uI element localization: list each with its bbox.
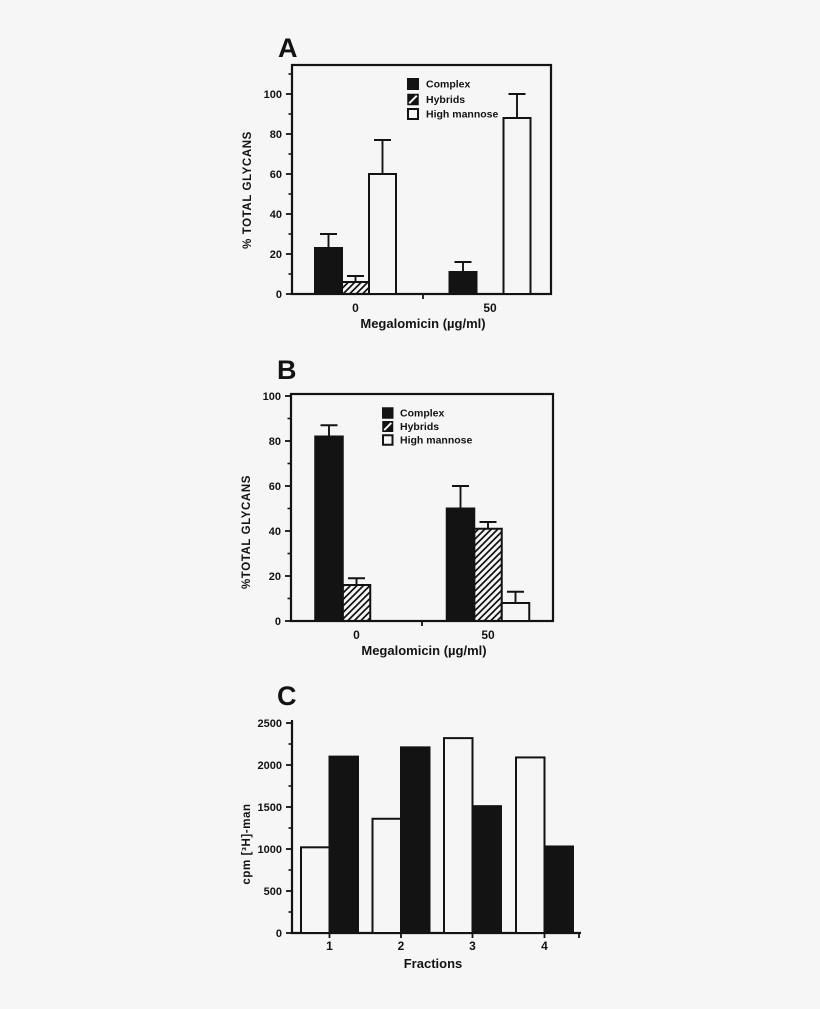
category-label: 4 [541,939,548,953]
category-label: 50 [481,628,495,642]
bar-open-bar [300,846,331,935]
y-tick-label: 100 [264,89,282,101]
y-tick-label: 2000 [258,760,282,772]
y-tick-label: 1000 [258,844,282,856]
bar-complex [314,247,343,295]
legend-label: Hybrids [426,94,465,106]
bar-open-bar [443,737,474,934]
plot-frame [290,63,553,296]
bar-high-mannose [368,173,397,295]
bar-open-bar [515,756,546,934]
bar-open-bar [371,817,402,935]
y-tick-label: 2500 [258,718,282,730]
legend-swatch-solid [407,78,419,90]
y-tick-label: 0 [275,616,281,628]
y-axis-label: % TOTAL GLYCANS [242,131,254,249]
legend-label: High mannose [400,435,473,447]
legend-swatch-hatch-line [408,94,418,105]
y-tick-label: 60 [270,169,282,181]
bar-complex [445,507,476,622]
y-tick-label: 40 [270,209,282,221]
bar-complex [314,435,344,622]
legend-label: Complex [426,79,471,91]
y-tick-label: 40 [269,526,281,538]
y-tick-label: 100 [263,391,281,403]
bar-solid-bar [471,805,502,934]
x-axis-label: Megalomicin (µg/ml) [361,643,486,658]
category-label: 2 [398,939,405,953]
legend-swatch-solid [382,407,394,419]
y-tick-label: 500 [264,886,282,898]
category-label: 0 [353,628,360,642]
legend-swatch-open [407,108,419,120]
bar-solid-bar [543,845,574,934]
category-label: 1 [326,939,333,953]
legend-label: Hybrids [400,421,439,433]
panel-c-label: C [277,681,297,711]
bar-hybrids [473,527,503,622]
bar-solid-bar [400,746,431,934]
legend-swatch-open [382,434,394,446]
y-tick-label: 20 [269,571,281,583]
bar-hybrids [341,584,372,622]
category-label: 3 [469,939,476,953]
y-tick-label: 20 [270,249,282,261]
legend-label: Complex [400,408,445,420]
bar-solid-bar [328,755,359,934]
y-tick-label: 1500 [258,802,282,814]
panel-a-label: A [278,33,298,63]
x-axis-label: Megalomicin (µg/ml) [360,316,485,331]
legend-label: High mannose [426,109,499,121]
y-tick-label: 0 [276,289,282,301]
category-label: 0 [352,301,359,315]
category-label: 50 [483,301,497,315]
y-tick-label: 0 [276,928,282,940]
legend-swatch-hatch-line [383,422,393,431]
y-tick-label: 80 [270,129,282,141]
x-axis-label: Fractions [404,956,463,971]
y-axis-label: %TOTAL GLYCANS [241,475,253,589]
y-axis-label: cpm [³H]-man [241,803,253,884]
y-tick-label: 80 [269,436,281,448]
y-tick-label: 60 [269,481,281,493]
panel-b-label: B [277,355,297,385]
